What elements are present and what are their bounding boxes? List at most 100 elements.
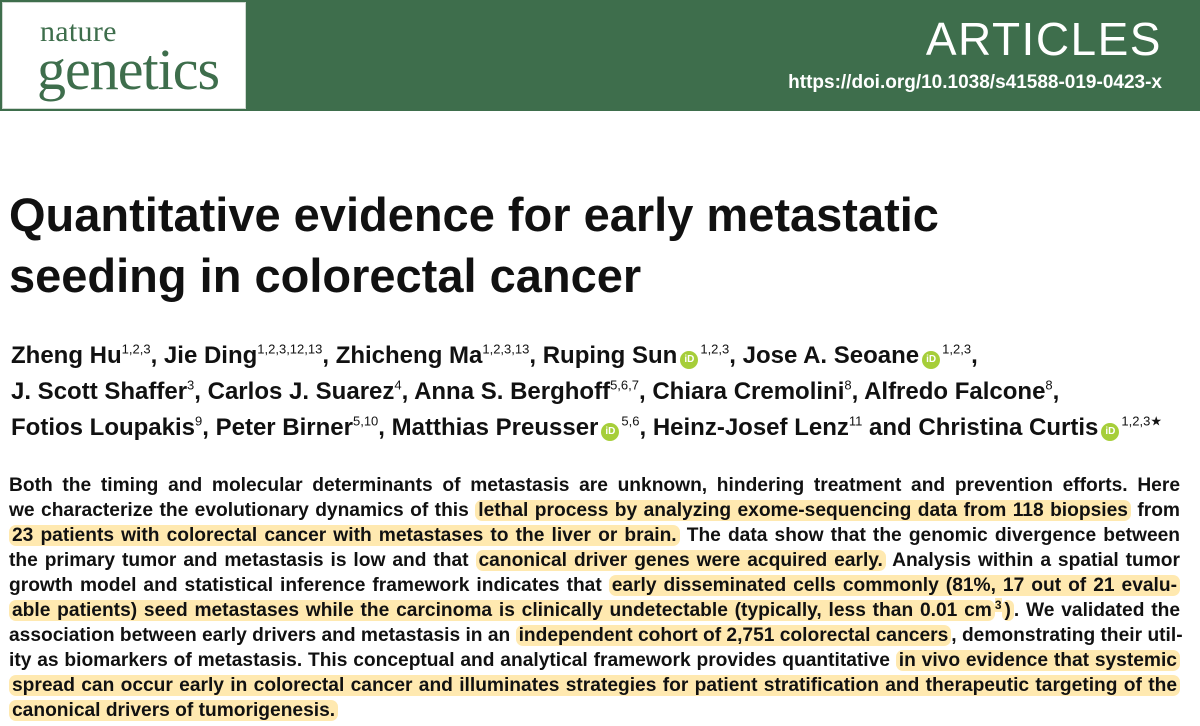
doi-link[interactable]: https://doi.org/10.1038/s41588-019-0423-… bbox=[788, 72, 1162, 93]
author-separator: , bbox=[378, 414, 385, 441]
highlighted-text: spread can occur early in colorectal can… bbox=[9, 675, 1180, 696]
author-name: Peter Birner bbox=[215, 414, 353, 441]
author-affiliations[interactable]: 1,2,3,12,13 bbox=[257, 341, 323, 357]
author-affiliations[interactable]: 1,2,3 bbox=[121, 341, 151, 357]
author[interactable]: Peter Birner5,10, bbox=[216, 414, 385, 441]
author[interactable]: Fotios Loupakis9, bbox=[11, 414, 209, 441]
orcid-icon[interactable]: iD bbox=[922, 351, 941, 369]
author[interactable]: Zheng Hu1,2,3, bbox=[11, 342, 157, 369]
author[interactable]: Chiara Cremolini8, bbox=[652, 378, 858, 405]
abstract-text: we characterize the evolutionary dynamic… bbox=[9, 500, 476, 521]
abstract-text: growth model and statistical inference f… bbox=[9, 575, 609, 596]
abstract-text: Analysis within a spatial tumor bbox=[885, 550, 1180, 571]
author-affiliations[interactable]: 4 bbox=[394, 377, 402, 393]
abstract-text: The data show that the genomic divergenc… bbox=[679, 525, 1181, 546]
abstract-line: Both the timing and molecular determinan… bbox=[9, 473, 1180, 498]
author-name: Zhicheng Ma bbox=[335, 342, 483, 369]
author[interactable]: Ruping Sun iD1,2,3, bbox=[543, 342, 736, 369]
author[interactable]: Carlos J. Suarez4, bbox=[208, 378, 409, 405]
author[interactable]: Heinz-Josef Lenz11 bbox=[653, 414, 863, 441]
highlighted-text: independent cohort of 2,751 colorectal c… bbox=[515, 625, 952, 646]
author-affiliations[interactable]: 5,6,7 bbox=[610, 377, 639, 393]
abstract-line: ity as biomarkers of metastasis. This co… bbox=[9, 648, 1180, 673]
author-name: Jie Ding bbox=[163, 342, 258, 369]
author-name: J. Scott Shaffer bbox=[11, 378, 188, 405]
author-list: Zheng Hu1,2,3, Jie Ding1,2,3,12,13, Zhic… bbox=[11, 341, 1162, 441]
highlighted-text: early disseminated cells commonly (81%, … bbox=[608, 575, 1180, 596]
highlighted-text: able patients) seed metastases while the… bbox=[9, 600, 995, 621]
author-separator: , bbox=[851, 378, 859, 405]
orcid-icon[interactable]: iD bbox=[680, 351, 699, 369]
highlighted-text: canonical driver genes were acquired ear… bbox=[475, 550, 886, 571]
author-separator: , bbox=[971, 342, 978, 369]
author-separator: , bbox=[639, 414, 647, 441]
author-name: Matthias Preusser bbox=[391, 414, 599, 441]
abstract-text: , demonstrating their util- bbox=[951, 625, 1183, 646]
author-affiliations[interactable]: 11 bbox=[848, 413, 863, 429]
abstract-text: the primary tumor and metastasis is low … bbox=[9, 550, 476, 571]
abstract-text: ity as biomarkers of metastasis. This co… bbox=[9, 650, 896, 671]
author-name: Fotios Loupakis bbox=[11, 414, 196, 441]
abstract-line: we characterize the evolutionary dynamic… bbox=[9, 498, 1180, 523]
abstract-line: spread can occur early in colorectal can… bbox=[9, 673, 1180, 698]
abstract-text: association between early drivers and me… bbox=[9, 625, 516, 646]
author-name: Carlos J. Suarez bbox=[207, 378, 395, 405]
highlighted-text: 23 patients with colorectal cancer with … bbox=[9, 525, 680, 546]
author[interactable]: Matthias Preusser iD5,6, bbox=[391, 413, 647, 441]
author-affiliations[interactable]: 8 bbox=[844, 377, 852, 393]
author-name: Ruping Sun bbox=[542, 342, 678, 369]
author-separator: , bbox=[1052, 378, 1060, 405]
highlighted-text: in vivo evidence that systemic bbox=[895, 650, 1180, 671]
author-name: Zheng Hu bbox=[11, 342, 122, 369]
abstract-line: 23 patients with colorectal cancer with … bbox=[9, 523, 1180, 548]
author-separator: , bbox=[401, 378, 409, 405]
author-separator: , bbox=[150, 342, 158, 369]
author-affiliations[interactable]: 1,2,3 bbox=[942, 341, 972, 357]
author-name: Christina Curtis bbox=[918, 414, 1099, 441]
author-affiliations[interactable]: 1,2,3★ bbox=[1121, 413, 1162, 429]
journal-logo-line1: nature bbox=[40, 15, 117, 48]
author-name: Heinz-Josef Lenz bbox=[652, 414, 849, 441]
section-label: ARTICLES bbox=[925, 13, 1162, 65]
author-name: Chiara Cremolini bbox=[652, 378, 845, 405]
orcid-icon[interactable]: iD bbox=[601, 423, 620, 441]
abstract-text: Both the timing and molecular determinan… bbox=[9, 475, 1180, 496]
author[interactable]: Christina Curtis iD1,2,3★ bbox=[918, 414, 1162, 441]
abstract-line: able patients) seed metastases while the… bbox=[9, 597, 1180, 623]
author-separator: , bbox=[322, 342, 330, 369]
author-separator: , bbox=[194, 378, 201, 405]
author[interactable]: Alfredo Falcone8, bbox=[864, 378, 1059, 405]
orcid-icon[interactable]: iD bbox=[1101, 423, 1120, 441]
highlighted-text: 3 bbox=[994, 597, 1002, 612]
article-title: Quantitative evidence for early metastat… bbox=[9, 184, 1179, 306]
journal-header-banner: nature genetics ARTICLES https://doi.org… bbox=[0, 0, 1200, 111]
title-line-2: seeding in colorectal cancer bbox=[9, 249, 642, 302]
author-affiliations[interactable]: 1,2,3,13 bbox=[482, 341, 530, 357]
author-affiliations[interactable]: 9 bbox=[195, 413, 203, 429]
author-affiliations[interactable]: 5,6 bbox=[621, 413, 640, 429]
abstract-line: canonical drivers of tumorigenesis. bbox=[9, 698, 1180, 723]
author-name: Alfredo Falcone bbox=[864, 378, 1046, 405]
abstract-text: from bbox=[1130, 500, 1180, 521]
abstract-text: . We validated the bbox=[1013, 600, 1180, 621]
abstract-line: association between early drivers and me… bbox=[9, 623, 1183, 648]
author[interactable]: Zhicheng Ma1,2,3,13, bbox=[336, 342, 536, 369]
author-separator: , bbox=[529, 342, 537, 369]
author[interactable]: J. Scott Shaffer3, bbox=[11, 378, 201, 405]
highlighted-text: ) bbox=[1001, 600, 1014, 621]
author-affiliations[interactable]: 1,2,3 bbox=[700, 341, 730, 357]
author-affiliations[interactable]: 5,10 bbox=[352, 413, 379, 429]
author-separator: , bbox=[729, 342, 736, 369]
author-separator: , bbox=[638, 378, 646, 405]
highlighted-text: lethal process by analyzing exome-sequen… bbox=[475, 500, 1131, 521]
author-affiliations[interactable]: 3 bbox=[187, 377, 195, 393]
highlighted-text: canonical drivers of tumorigenesis. bbox=[9, 700, 339, 721]
abstract-line: the primary tumor and metastasis is low … bbox=[9, 548, 1180, 573]
journal-logo[interactable]: nature genetics bbox=[2, 2, 246, 109]
author[interactable]: Anna S. Berghoff5,6,7, bbox=[414, 378, 646, 405]
author[interactable]: Jose A. Seoane iD1,2,3, bbox=[743, 342, 978, 369]
author[interactable]: Jie Ding1,2,3,12,13, bbox=[164, 342, 329, 369]
author-separator: , bbox=[202, 414, 209, 441]
author-affiliations[interactable]: 8 bbox=[1045, 377, 1053, 393]
title-line-1: Quantitative evidence for early metastat… bbox=[9, 188, 939, 241]
